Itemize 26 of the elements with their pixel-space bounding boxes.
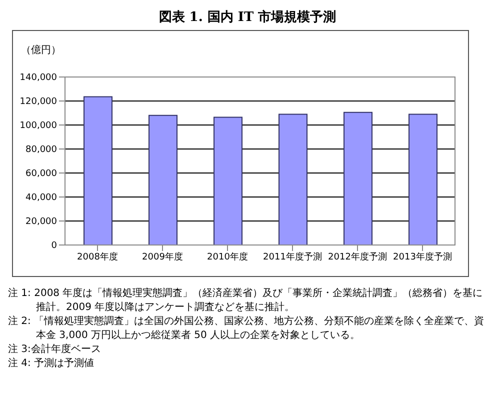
bar xyxy=(408,114,438,245)
y-tick-label: 60,000 xyxy=(26,169,58,180)
bar xyxy=(148,114,178,245)
y-tick-label: 0 xyxy=(51,241,58,252)
y-tick-label: 140,000 xyxy=(20,73,58,84)
bar xyxy=(278,114,308,245)
text: 注 4: 予測は予測値 xyxy=(8,357,96,371)
y-tick-label: 40,000 xyxy=(26,193,58,204)
text: 注 1: 2008 年度は「情報処理実態調査」（経済産業省）及び「事業所・企業統計調査」（総務省）を基に推計。2009 年度以降はアンケート調査などを基に推計。 xyxy=(8,287,484,315)
y-axis-title: （億円） xyxy=(21,44,61,57)
x-tick-label: 2012年度予測 xyxy=(328,251,387,262)
text: 注 3:会計年度ベース xyxy=(8,343,102,357)
y-tick-label: 80,000 xyxy=(26,145,58,156)
y-tick-label: 100,000 xyxy=(20,121,58,132)
x-tick-label: 2009年度 xyxy=(142,251,183,262)
chart-title: 図表 1. 国内 IT 市場規模予測 xyxy=(158,8,338,26)
x-tick-label: 2011年度予測 xyxy=(263,251,322,262)
x-tick-label: 2013年度予測 xyxy=(393,251,452,262)
bar xyxy=(344,112,372,245)
y-tick-label: 120,000 xyxy=(20,97,58,108)
x-tick-label: 2010年度 xyxy=(207,251,248,262)
bar xyxy=(84,96,112,245)
x-tick-label: 2008年度 xyxy=(77,251,118,262)
y-tick-label: 20,000 xyxy=(26,217,58,228)
bar xyxy=(214,116,242,245)
text: 注 2: 「情報処理実態調査」は全国の外国公務、国家公務、地方公務、分類不能の産業を除く全産業で、資本金 3,000 万円以上かつ総従業者 50 人以上の企業を対象としている。 xyxy=(8,315,486,343)
